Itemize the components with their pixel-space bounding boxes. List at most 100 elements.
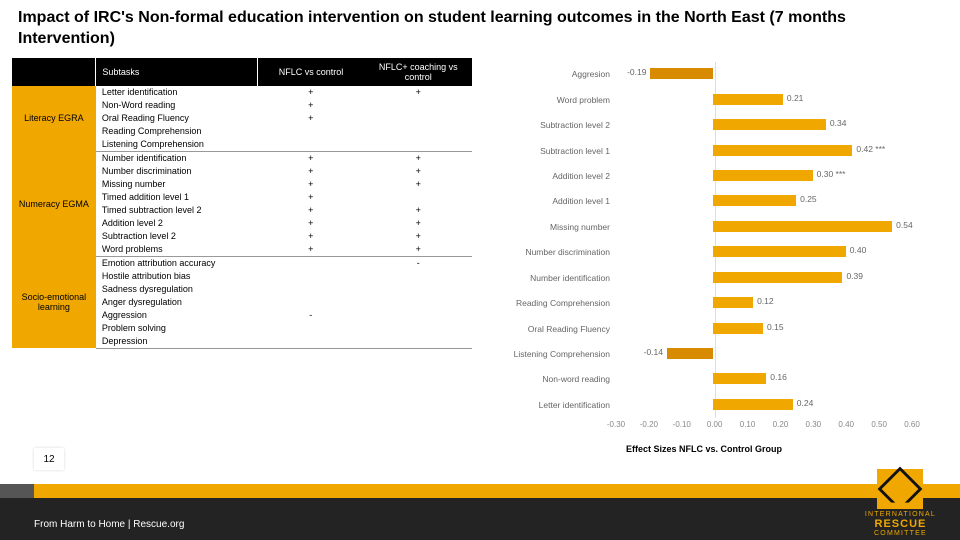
- chart-bar-label: Non-word reading: [476, 374, 614, 384]
- chart-xtick: 0.40: [838, 420, 854, 429]
- mark-nflc: [257, 270, 364, 283]
- table-row: Literacy EGRALetter identification++: [12, 86, 472, 99]
- chart-bar-track: 0.12: [614, 297, 912, 309]
- chart-bar-label: Subtraction level 2: [476, 120, 614, 130]
- subtask-label: Number discrimination: [96, 165, 257, 178]
- subtask-label: Listening Comprehension: [96, 138, 257, 152]
- chart-bar-label: Reading Comprehension: [476, 298, 614, 308]
- category-cell: Socio-emotional learning: [12, 256, 96, 348]
- mark-nflc-coach: +: [365, 217, 473, 230]
- th-blank: [12, 58, 96, 86]
- chart-xtick: 0.00: [707, 420, 723, 429]
- category-cell: Numeracy EGMA: [12, 151, 96, 256]
- chart-bar-value: 0.12: [757, 296, 774, 306]
- chart-bar-label: Listening Comprehension: [476, 349, 614, 359]
- chart-bar-track: 0.40: [614, 246, 912, 258]
- chart-bar-label: Missing number: [476, 222, 614, 232]
- chart-bar-value: 0.54: [896, 220, 913, 230]
- subtask-label: Problem solving: [96, 322, 257, 335]
- mark-nflc-coach: [365, 112, 473, 125]
- mark-nflc-coach: -: [365, 256, 473, 270]
- subtask-label: Timed subtraction level 2: [96, 204, 257, 217]
- chart-bar-row: Listening Comprehension -0.14: [476, 341, 912, 366]
- chart-bar-label: Number identification: [476, 273, 614, 283]
- chart-bar-row: Non-word reading0.16: [476, 367, 912, 392]
- chart-bar-value: 0.30 ***: [817, 169, 846, 179]
- chart-xtick: -0.20: [640, 420, 658, 429]
- irc-logo-line3: COMMITTEE: [865, 530, 936, 538]
- subtask-label: Number identification: [96, 151, 257, 165]
- mark-nflc-coach: [365, 296, 473, 309]
- chart-xtick: 0.10: [740, 420, 756, 429]
- footer-text: From Harm to Home | Rescue.org: [34, 519, 184, 530]
- mark-nflc: +: [257, 86, 364, 99]
- subtasks-table: Subtasks NFLC vs control NFLC+ coaching …: [12, 58, 472, 349]
- chart-bar-row: Missing number 0.54: [476, 214, 912, 239]
- th-subtasks: Subtasks: [96, 58, 257, 86]
- mark-nflc: [257, 125, 364, 138]
- chart-xtick: -0.10: [673, 420, 691, 429]
- mark-nflc: +: [257, 230, 364, 243]
- chart-bar: [713, 272, 842, 283]
- subtask-label: Aggression: [96, 309, 257, 322]
- subtask-label: Addition level 2: [96, 217, 257, 230]
- chart-xtick: 0.30: [806, 420, 822, 429]
- slide-footer: 12 From Harm to Home | Rescue.org INTERN…: [0, 484, 960, 540]
- mark-nflc-coach: [365, 138, 473, 152]
- chart-bar-value: 0.42 ***: [856, 144, 885, 154]
- mark-nflc: [257, 335, 364, 349]
- mark-nflc-coach: [365, 335, 473, 349]
- chart-bar: [713, 373, 766, 384]
- chart-bar-value: 0.25: [800, 194, 817, 204]
- mark-nflc: [257, 138, 364, 152]
- mark-nflc: +: [257, 151, 364, 165]
- chart-bar-track: 0.25: [614, 195, 912, 207]
- subtask-label: Sadness dysregulation: [96, 283, 257, 296]
- mark-nflc-coach: +: [365, 86, 473, 99]
- subtask-label: Letter identification: [96, 86, 257, 99]
- subtask-label: Reading Comprehension: [96, 125, 257, 138]
- chart-bar-track: 0.15: [614, 323, 912, 335]
- subtask-label: Timed addition level 1: [96, 191, 257, 204]
- mark-nflc: +: [257, 191, 364, 204]
- chart-bar-label: Letter identification: [476, 400, 614, 410]
- chart-bar-track: 0.42 ***: [614, 145, 912, 157]
- chart-bar-row: Subtraction level 20.34: [476, 112, 912, 137]
- mark-nflc-coach: [365, 125, 473, 138]
- subtask-label: Anger dysregulation: [96, 296, 257, 309]
- chart-bar-row: Addition level 10.25: [476, 189, 912, 214]
- chart-bar-track: 0.34: [614, 119, 912, 131]
- chart-xtick: 0.50: [871, 420, 887, 429]
- irc-logo-line2: RESCUE: [865, 518, 936, 530]
- chart-bar-track: -0.14: [614, 348, 912, 360]
- mark-nflc-coach: +: [365, 230, 473, 243]
- mark-nflc-coach: [365, 99, 473, 112]
- th-nflc: NFLC vs control: [257, 58, 364, 86]
- irc-logo-line1: INTERNATIONAL: [865, 511, 936, 519]
- footer-dark-strip: From Harm to Home | Rescue.org INTERNATI…: [0, 498, 960, 540]
- subtask-label: Word problems: [96, 243, 257, 257]
- mark-nflc: +: [257, 112, 364, 125]
- mark-nflc-coach: [365, 191, 473, 204]
- mark-nflc-coach: +: [365, 165, 473, 178]
- chart-bar: [713, 221, 892, 232]
- chart-bar-row: Oral Reading Fluency0.15: [476, 316, 912, 341]
- mark-nflc-coach: [365, 322, 473, 335]
- chart-bar-track: 0.16: [614, 373, 912, 385]
- mark-nflc: +: [257, 99, 364, 112]
- mark-nflc: [257, 283, 364, 296]
- chart-bar-value: 0.24: [797, 398, 814, 408]
- table-row: Socio-emotional learningEmotion attribut…: [12, 256, 472, 270]
- mark-nflc-coach: [365, 283, 473, 296]
- chart-caption: Effect Sizes NFLC vs. Control Group: [476, 444, 932, 454]
- chart-bar-value: 0.40: [850, 245, 867, 255]
- th-nflc-coach: NFLC+ coaching vs control: [365, 58, 473, 86]
- subtask-label: Subtraction level 2: [96, 230, 257, 243]
- chart-bar: [713, 170, 812, 181]
- mark-nflc-coach: +: [365, 243, 473, 257]
- subtask-label: Missing number: [96, 178, 257, 191]
- mark-nflc: +: [257, 243, 364, 257]
- chart-bar-value: -0.14: [644, 347, 663, 357]
- category-cell: Literacy EGRA: [12, 86, 96, 152]
- chart-bar-value: 0.39: [846, 271, 863, 281]
